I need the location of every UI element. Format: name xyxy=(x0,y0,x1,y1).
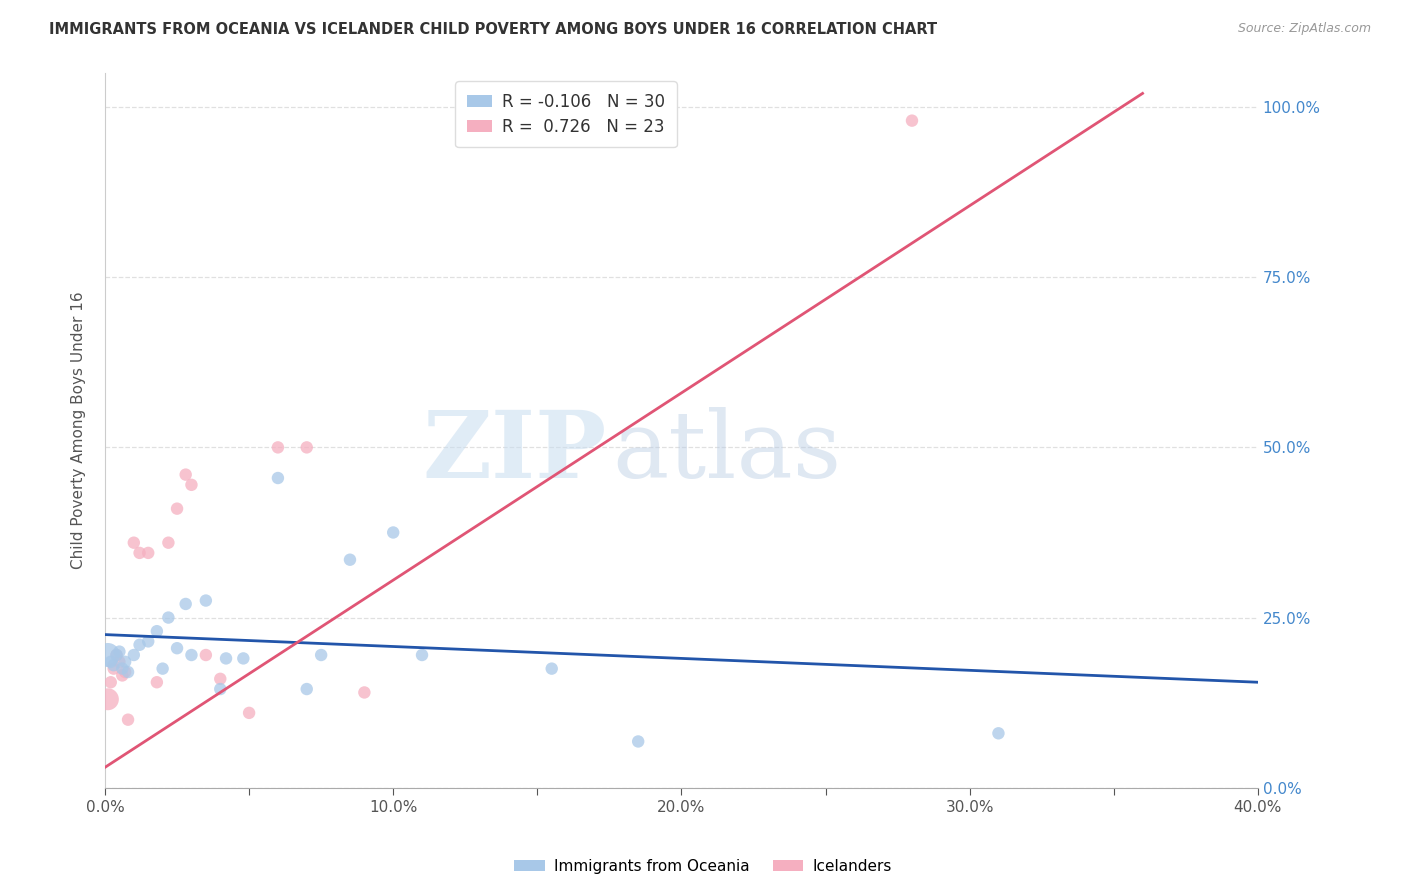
Point xyxy=(97,648,120,662)
Point xyxy=(194,593,217,607)
Point xyxy=(267,441,290,455)
Point xyxy=(295,441,318,455)
Legend: R = -0.106   N = 30, R =  0.726   N = 23: R = -0.106 N = 30, R = 0.726 N = 23 xyxy=(456,81,676,147)
Point xyxy=(411,648,433,662)
Point xyxy=(157,610,180,624)
Point xyxy=(97,692,120,706)
Point xyxy=(100,655,122,669)
Text: Source: ZipAtlas.com: Source: ZipAtlas.com xyxy=(1237,22,1371,36)
Point xyxy=(209,681,232,696)
Point xyxy=(136,546,159,560)
Point xyxy=(146,675,169,690)
Point xyxy=(627,734,650,748)
Point xyxy=(117,713,139,727)
Point xyxy=(180,478,202,492)
Legend: Immigrants from Oceania, Icelanders: Immigrants from Oceania, Icelanders xyxy=(508,853,898,880)
Point xyxy=(136,634,159,648)
Point xyxy=(108,655,131,669)
Point xyxy=(194,648,217,662)
Point xyxy=(111,662,134,676)
Point xyxy=(152,662,174,676)
Point xyxy=(166,641,188,656)
Point xyxy=(100,675,122,690)
Point xyxy=(339,552,361,566)
Point xyxy=(146,624,169,639)
Point xyxy=(174,597,197,611)
Point xyxy=(117,665,139,679)
Point xyxy=(238,706,260,720)
Point xyxy=(174,467,197,482)
Text: ZIP: ZIP xyxy=(422,407,606,497)
Point xyxy=(108,645,131,659)
Point xyxy=(295,681,318,696)
Point xyxy=(309,648,332,662)
Point xyxy=(105,648,128,662)
Point xyxy=(114,665,136,679)
Point xyxy=(122,535,145,549)
Point xyxy=(901,113,924,128)
Point xyxy=(111,668,134,682)
Point xyxy=(157,535,180,549)
Text: atlas: atlas xyxy=(612,407,842,497)
Point xyxy=(103,658,125,673)
Point xyxy=(122,648,145,662)
Y-axis label: Child Poverty Among Boys Under 16: Child Poverty Among Boys Under 16 xyxy=(72,292,86,569)
Point xyxy=(105,648,128,662)
Point xyxy=(215,651,238,665)
Point xyxy=(987,726,1010,740)
Point xyxy=(267,471,290,485)
Point xyxy=(540,662,562,676)
Point xyxy=(353,685,375,699)
Point xyxy=(103,662,125,676)
Point xyxy=(180,648,202,662)
Point xyxy=(166,501,188,516)
Point xyxy=(128,638,150,652)
Point xyxy=(128,546,150,560)
Point xyxy=(382,525,405,540)
Point xyxy=(114,655,136,669)
Text: IMMIGRANTS FROM OCEANIA VS ICELANDER CHILD POVERTY AMONG BOYS UNDER 16 CORRELATI: IMMIGRANTS FROM OCEANIA VS ICELANDER CHI… xyxy=(49,22,938,37)
Point xyxy=(209,672,232,686)
Point xyxy=(232,651,254,665)
